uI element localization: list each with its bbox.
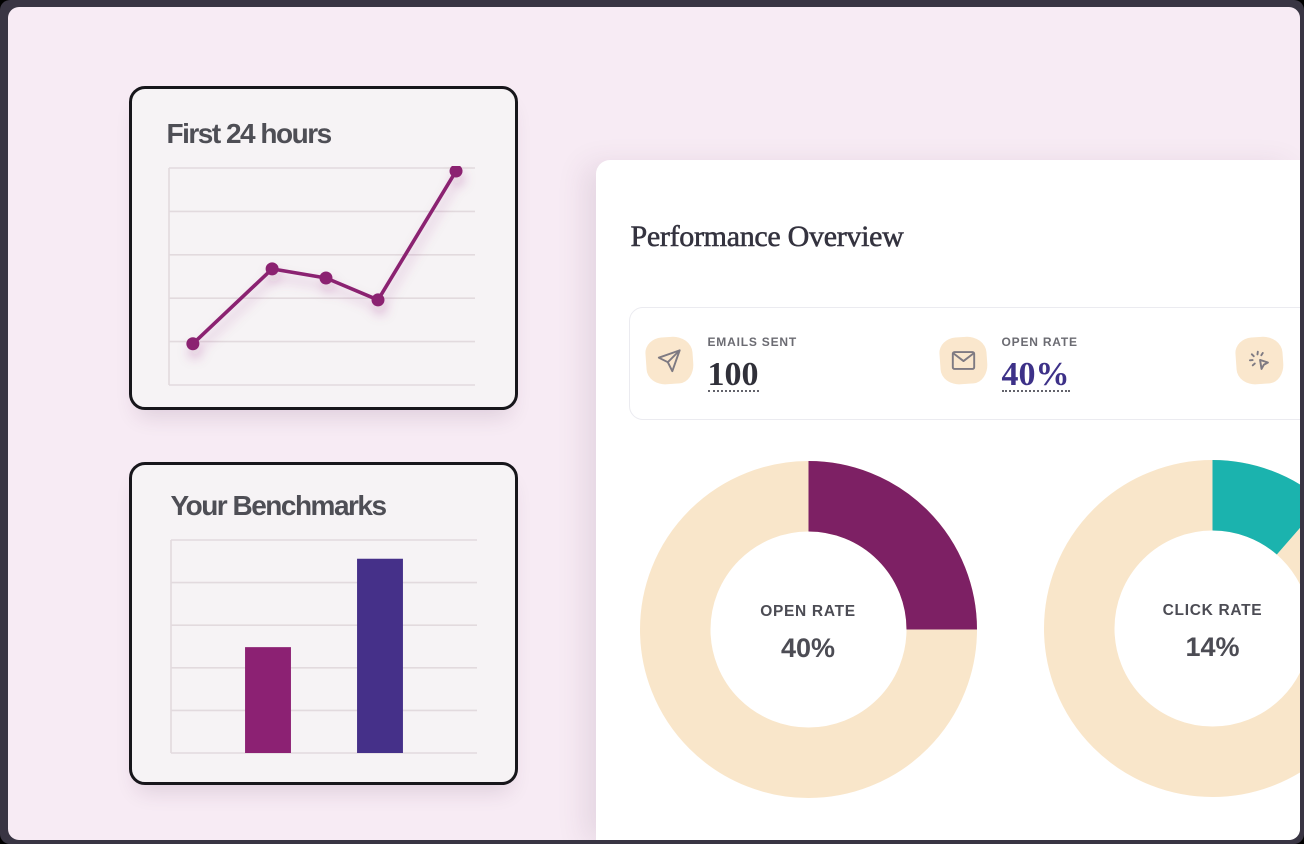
open-rate-donut: OPEN RATE 40% [639,461,977,798]
stat-open-rate: OPEN RATE 40% [937,335,1078,393]
click-rate-donut-center [1115,531,1301,727]
stat-emails-sent: EMAILS SENT 100 [643,335,797,393]
donut-value: 14% [1185,631,1240,662]
benchmarks-card: Your Benchmarks [128,462,518,785]
mail-icon [937,335,989,386]
line-chart [167,165,475,386]
send-icon [643,335,695,386]
open-rate-donut-center [710,532,906,728]
donut-value: 40% [780,632,836,663]
donut-label: OPEN RATE [760,602,856,620]
stat-label: EMAILS SENT [707,335,797,349]
cursor-click-icon [1233,335,1285,386]
stat-value: 100 [707,356,759,393]
stat-label: OPEN RATE [1001,335,1078,349]
first-24-hours-card: First 24 hours [128,86,518,410]
page-background: First 24 hours Your Benchmarks Performan… [8,7,1300,840]
performance-panel: Performance Overview EMAILS SENT 100 [595,160,1301,840]
bar-chart [169,539,477,754]
first-24-hours-title: First 24 hours [166,118,333,149]
stat-value: 40% [1001,356,1070,393]
stat-click-rate: CLICK RATE 14% [1233,335,1301,407]
benchmarks-title: Your Benchmarks [170,490,388,521]
panel-title: Performance Overview [630,220,904,253]
click-rate-donut: CLICK RATE 14% [1044,460,1300,797]
donut-label: CLICK RATE [1162,601,1263,619]
stats-card: EMAILS SENT 100 OPEN RATE 40% [628,307,1301,420]
